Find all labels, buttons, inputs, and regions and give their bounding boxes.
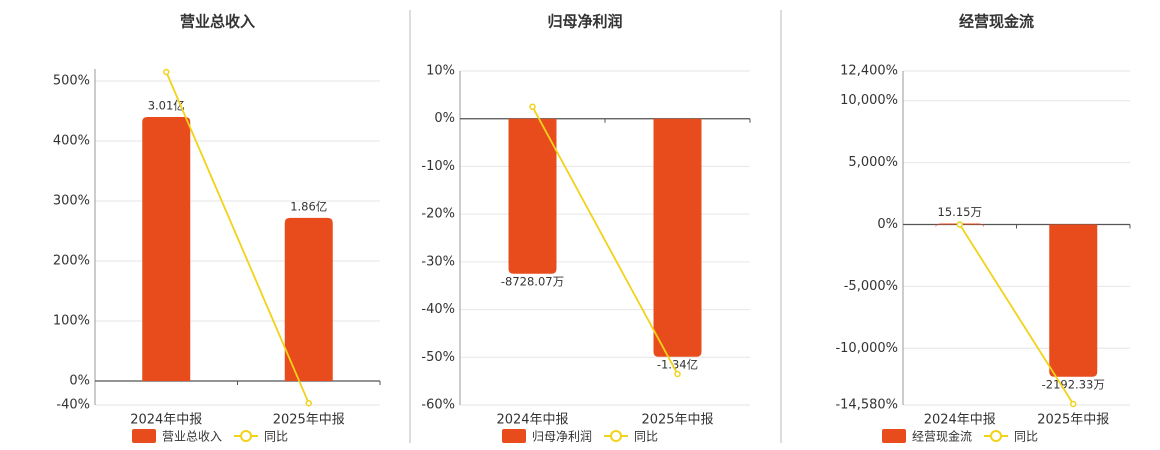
data-label: -1.34亿 xyxy=(657,357,698,371)
x-tick-label: 2024年中报 xyxy=(924,413,996,428)
legend-swatch xyxy=(882,429,906,443)
x-tick-label: 2025年中报 xyxy=(641,413,713,428)
legend-label: 归母净利润 xyxy=(532,430,592,444)
chart-title: 营业总收入 xyxy=(180,13,255,31)
legend-label: 同比 xyxy=(634,430,658,444)
point xyxy=(674,370,681,378)
data-label: 1.86亿 xyxy=(290,199,327,213)
bar xyxy=(508,118,557,274)
legend-label: 同比 xyxy=(1014,430,1038,444)
data-label: 3.01亿 xyxy=(148,98,185,112)
bar xyxy=(653,118,702,357)
y-tick-label: -50% xyxy=(421,350,455,365)
y-tick-label: 300% xyxy=(53,194,90,209)
point xyxy=(163,68,170,76)
y-tick-label: -60% xyxy=(421,398,455,413)
line xyxy=(531,106,679,375)
y-tick-label: 500% xyxy=(53,74,90,89)
bar xyxy=(1049,224,1098,377)
legend-label: 营业总收入 xyxy=(162,430,222,444)
chart-title: 经营现金流 xyxy=(959,13,1034,31)
x-tick-label: 2025年中报 xyxy=(273,413,345,428)
legend-label: 经营现金流 xyxy=(912,429,972,444)
line xyxy=(165,71,310,404)
legend-label: 同比 xyxy=(264,430,288,444)
point xyxy=(305,399,312,407)
y-tick-label: 200% xyxy=(53,254,90,269)
legend-swatch xyxy=(502,429,526,443)
x-tick-label: 2024年中报 xyxy=(130,413,202,428)
point xyxy=(529,103,536,111)
y-tick-label: 400% xyxy=(53,134,90,149)
y-tick-label: -40% xyxy=(56,398,90,413)
data-label: -2192.33万 xyxy=(1042,377,1105,391)
y-tick-label: -14,580% xyxy=(835,398,898,413)
y-tick-label: 10,000% xyxy=(840,93,898,108)
y-tick-label: -30% xyxy=(421,254,455,269)
x-tick-label: 2024年中报 xyxy=(496,413,568,428)
y-tick-label: 0% xyxy=(69,374,90,389)
legend-swatch xyxy=(240,430,253,442)
y-tick-label: 100% xyxy=(53,314,90,329)
point xyxy=(956,221,963,228)
y-tick-label: 0% xyxy=(877,217,898,232)
y-tick-label: 5,000% xyxy=(848,155,898,170)
line xyxy=(958,224,1075,405)
legend-swatch xyxy=(990,430,1003,442)
legend-swatch xyxy=(610,430,623,442)
y-tick-label: -20% xyxy=(421,207,455,222)
y-tick-label: -10,000% xyxy=(835,341,898,356)
y-tick-label: 0% xyxy=(434,111,455,126)
y-tick-label: 12,400% xyxy=(840,64,898,79)
data-label: -8728.07万 xyxy=(501,274,564,288)
y-tick-label: 10% xyxy=(426,64,455,79)
y-tick-label: -10% xyxy=(421,159,455,174)
point xyxy=(1070,400,1077,408)
data-label: 15.15万 xyxy=(938,205,982,219)
legend-swatch xyxy=(132,429,156,443)
chart-title: 归母净利润 xyxy=(547,13,622,31)
y-tick-label: -40% xyxy=(421,302,455,317)
bar xyxy=(142,116,191,381)
x-tick-label: 2025年中报 xyxy=(1037,413,1109,428)
y-tick-label: -5,000% xyxy=(844,279,898,294)
bar xyxy=(284,217,333,381)
